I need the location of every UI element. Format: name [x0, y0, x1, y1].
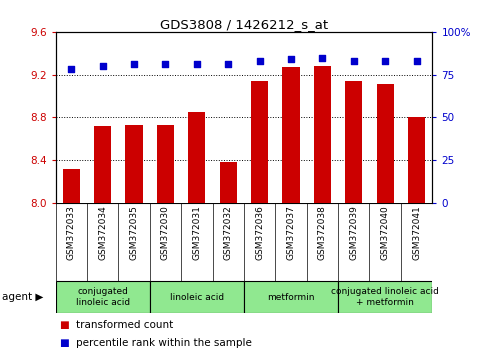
- Text: GSM372041: GSM372041: [412, 205, 421, 260]
- Bar: [314, 66, 331, 203]
- Point: [287, 56, 295, 62]
- Bar: [56, 281, 150, 313]
- Point: [193, 62, 201, 67]
- Bar: [338, 281, 432, 313]
- Bar: [157, 125, 174, 203]
- Text: GSM372034: GSM372034: [98, 205, 107, 260]
- Bar: [377, 84, 394, 203]
- Text: GSM372031: GSM372031: [192, 205, 201, 260]
- Bar: [345, 81, 362, 203]
- Title: GDS3808 / 1426212_s_at: GDS3808 / 1426212_s_at: [160, 18, 328, 31]
- Text: GSM372040: GSM372040: [381, 205, 390, 260]
- Point: [68, 67, 75, 72]
- Point: [99, 63, 107, 69]
- Point: [224, 62, 232, 67]
- Bar: [244, 281, 338, 313]
- Point: [382, 58, 389, 64]
- Text: GSM372038: GSM372038: [318, 205, 327, 260]
- Point: [256, 58, 264, 64]
- Text: GSM372033: GSM372033: [67, 205, 76, 260]
- Bar: [283, 67, 299, 203]
- Point: [412, 58, 420, 64]
- Text: GSM372039: GSM372039: [349, 205, 358, 260]
- Point: [319, 55, 327, 60]
- Bar: [126, 125, 142, 203]
- Text: conjugated linoleic acid
+ metformin: conjugated linoleic acid + metformin: [331, 287, 439, 307]
- Bar: [63, 169, 80, 203]
- Bar: [408, 117, 425, 203]
- Text: GSM372036: GSM372036: [255, 205, 264, 260]
- Text: conjugated
linoleic acid: conjugated linoleic acid: [75, 287, 130, 307]
- Text: GSM372030: GSM372030: [161, 205, 170, 260]
- Bar: [251, 81, 268, 203]
- Point: [161, 62, 170, 67]
- Bar: [188, 112, 205, 203]
- Text: linoleic acid: linoleic acid: [170, 292, 224, 302]
- Point: [130, 62, 138, 67]
- Text: GSM372035: GSM372035: [129, 205, 139, 260]
- Text: agent ▶: agent ▶: [2, 292, 44, 302]
- Text: transformed count: transformed count: [76, 320, 173, 330]
- Text: GSM372032: GSM372032: [224, 205, 233, 260]
- Point: [350, 58, 357, 64]
- Bar: [220, 162, 237, 203]
- Bar: [150, 281, 244, 313]
- Text: ■: ■: [60, 338, 73, 348]
- Bar: [94, 126, 111, 203]
- Text: GSM372037: GSM372037: [286, 205, 296, 260]
- Text: ■: ■: [60, 320, 73, 330]
- Text: metformin: metformin: [267, 292, 315, 302]
- Text: percentile rank within the sample: percentile rank within the sample: [76, 338, 252, 348]
